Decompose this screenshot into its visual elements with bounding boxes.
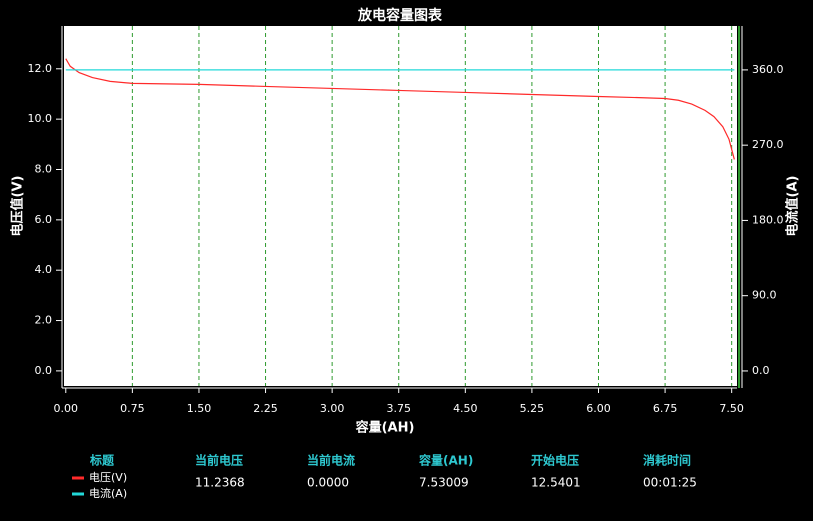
x-tick-label: 4.50 <box>453 402 478 415</box>
info-label: 容量(AH) <box>418 453 473 468</box>
y-tick-label: 8.0 <box>35 162 53 175</box>
info-value: 7.53009 <box>419 476 469 490</box>
y-tick-label: 0.0 <box>35 364 53 377</box>
x-tick-label: 6.75 <box>653 402 678 415</box>
legend-label: 电流(A) <box>89 486 127 500</box>
legend-title: 标题 <box>89 453 115 468</box>
x-tick-label: 1.50 <box>187 402 212 415</box>
info-value: 0.0000 <box>307 476 349 490</box>
info-label: 消耗时间 <box>643 453 691 468</box>
y-tick-label: 2.0 <box>35 314 53 327</box>
info-value: 12.5401 <box>531 476 581 490</box>
plot-area <box>64 26 737 386</box>
info-value: 00:01:25 <box>643 476 697 490</box>
info-label: 开始电压 <box>531 453 579 468</box>
legend-label: 电压(V) <box>89 471 127 484</box>
info-value: 11.2368 <box>195 476 245 490</box>
y2-axis-label: 电流值(A) <box>785 176 801 237</box>
data-line <box>65 58 735 160</box>
y2-tick-label: 0.0 <box>752 364 770 377</box>
y-tick-label: 12.0 <box>28 62 53 75</box>
y-tick-label: 6.0 <box>35 213 53 226</box>
x-tick-label: 6.00 <box>586 402 611 415</box>
y2-tick-label: 270.0 <box>752 138 784 151</box>
x-tick-label: 5.25 <box>520 402 545 415</box>
x-tick-label: 0.00 <box>54 402 79 415</box>
x-tick-label: 7.50 <box>719 402 744 415</box>
x-tick-label: 2.25 <box>253 402 278 415</box>
x-tick-label: 3.00 <box>320 402 345 415</box>
y-axis-label: 电压值(V) <box>10 176 26 237</box>
y2-tick-label: 180.0 <box>752 213 784 226</box>
y2-tick-label: 360.0 <box>752 63 784 76</box>
y2-tick-label: 90.0 <box>752 289 777 302</box>
x-axis-label: 容量(AH) <box>355 420 415 436</box>
x-tick-label: 0.75 <box>120 402 145 415</box>
y-tick-label: 10.0 <box>28 112 53 125</box>
x-tick-label: 3.75 <box>386 402 411 415</box>
y-tick-label: 4.0 <box>35 263 53 276</box>
chart-title: 放电容量图表 <box>357 7 443 24</box>
info-label: 当前电流 <box>307 453 355 468</box>
info-label: 当前电压 <box>195 453 243 468</box>
